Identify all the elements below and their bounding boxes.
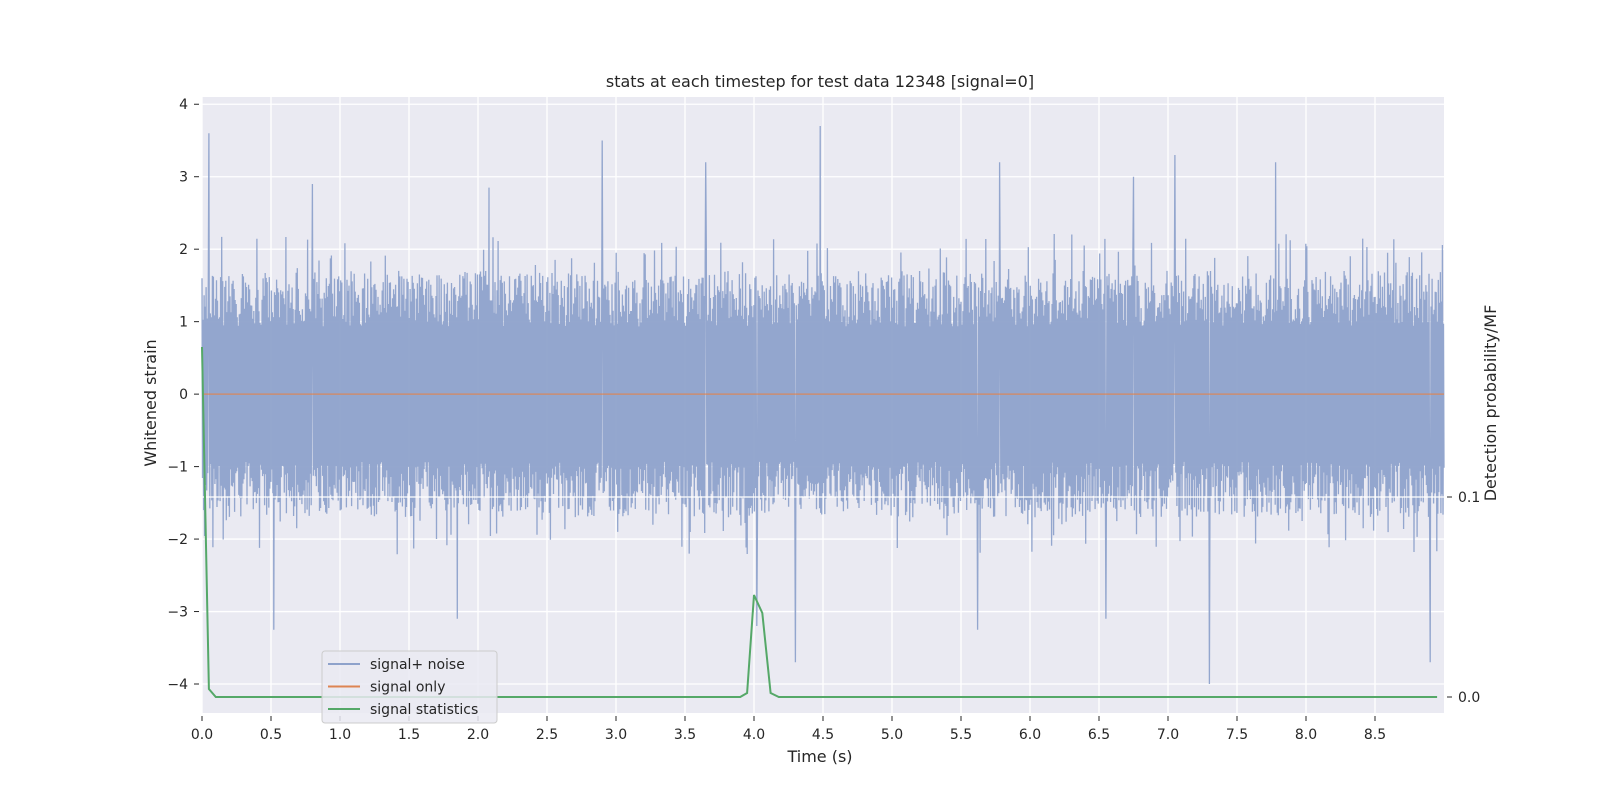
y-tick-label: −3 [167, 605, 188, 621]
y-tick-label: −4 [167, 677, 188, 693]
y2-tick-label: 0.0 [1458, 690, 1480, 706]
x-tick-label: 7.5 [1226, 727, 1248, 743]
y-tick-label: 1 [179, 315, 188, 331]
legend: signal+ noise signal only signal statistic… [321, 650, 498, 724]
y2-tick-label: 0.1 [1458, 490, 1480, 506]
y-tick-label: 2 [179, 242, 188, 258]
x-tick-label: 7.0 [1157, 727, 1179, 743]
series-signal-statistics-line [201, 346, 1438, 698]
x-tick-label: 8.0 [1295, 727, 1317, 743]
y-tick-label: 4 [179, 97, 188, 113]
chart-title: stats at each timestep for test data 123… [606, 72, 1034, 91]
y-tick-label: −1 [167, 460, 188, 476]
y-tick-label: 3 [179, 170, 188, 186]
series-signal-noise-line [201, 125, 1445, 685]
y-tick-label: 0 [179, 387, 188, 403]
x-tick-label: 6.0 [1019, 727, 1041, 743]
x-tick-label: 0.0 [191, 727, 213, 743]
x-tick-label: 2.5 [536, 727, 558, 743]
legend-box [321, 650, 498, 724]
legend-label: signal statistics [370, 702, 478, 718]
x-tick-label: 3.5 [674, 727, 696, 743]
x-tick-label: 0.5 [260, 727, 282, 743]
x-tick-label: 3.0 [605, 727, 627, 743]
y2-axis-label: Detection probability/MF [1481, 305, 1500, 502]
x-tick-label: 4.5 [812, 727, 834, 743]
legend-label: signal+ noise [370, 657, 465, 673]
x-tick-label: 6.5 [1088, 727, 1110, 743]
y-axis-label: Whitened strain [141, 339, 160, 466]
x-axis-label: Time (s) [786, 747, 852, 766]
x-tick-label: 5.5 [950, 727, 972, 743]
x-tick-label: 5.0 [881, 727, 903, 743]
x-tick-label: 8.5 [1364, 727, 1386, 743]
y-tick-label: −2 [167, 532, 188, 548]
x-tick-label: 4.0 [743, 727, 765, 743]
x-tick-label: 1.0 [329, 727, 351, 743]
x-tick-label: 1.5 [398, 727, 420, 743]
x-tick-label: 2.0 [467, 727, 489, 743]
legend-label: signal only [370, 680, 445, 696]
